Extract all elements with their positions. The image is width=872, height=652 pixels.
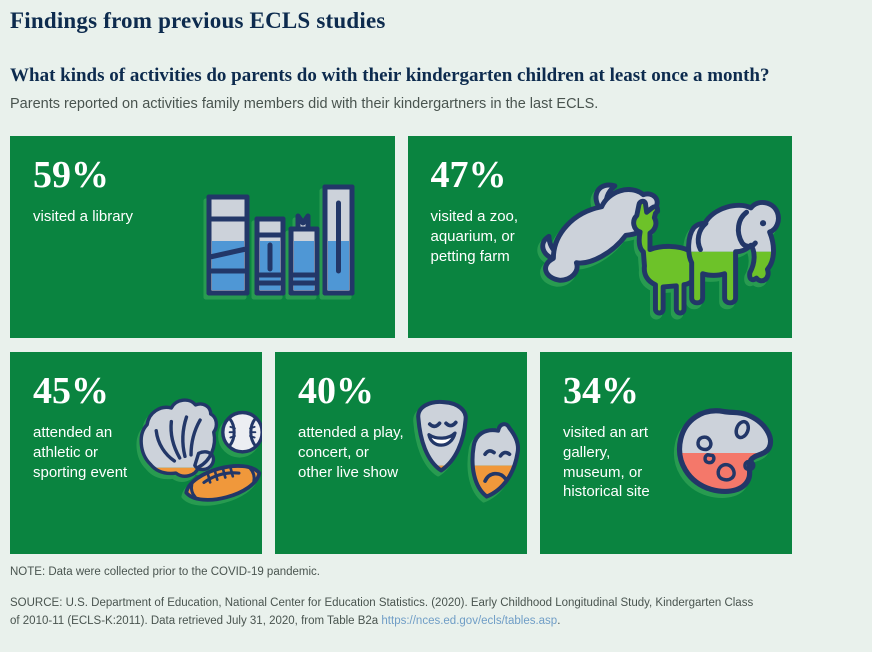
description-text: Parents reported on activities family me… [10, 96, 599, 112]
sports-equipment-icon [132, 352, 262, 554]
question-heading: What kinds of activities do parents do w… [10, 65, 770, 86]
stat-percent: 45% [33, 370, 109, 412]
stat-label: attended an athletic or sporting event [33, 424, 128, 481]
note-text: NOTE: Data were collected prior to the C… [10, 566, 320, 578]
theater-masks-icon [407, 352, 527, 554]
source-citation: SOURCE: U.S. Department of Education, Na… [10, 597, 754, 627]
stat-text-block: 59% visited a library [10, 136, 160, 338]
stat-card-sports: 45% attended an athletic or sporting eve… [10, 352, 262, 554]
stat-label: visited a library [33, 208, 134, 225]
library-books-icon [160, 136, 395, 338]
stat-percent: 40% [298, 370, 374, 412]
stat-card-library: 59% visited a library [10, 136, 395, 338]
source-suffix: . [557, 614, 561, 627]
stat-text-block: 40% attended a play, concert, or other l… [275, 352, 407, 554]
source-link[interactable]: https://nces.ed.gov/ecls/tables.asp [381, 614, 558, 627]
stat-label: visited an art gallery, museum, or histo… [563, 424, 650, 501]
infographic: Findings from previous ECLS studies What… [10, 8, 792, 631]
stat-percent: 34% [563, 370, 639, 412]
art-palette-icon [662, 352, 792, 554]
stat-label: attended a play, concert, or other live … [298, 424, 404, 481]
stat-percent: 47% [430, 154, 507, 196]
stat-text-block: 47% visited a zoo, aquarium, or petting … [408, 136, 520, 338]
stat-card-theater: 40% attended a play, concert, or other l… [275, 352, 527, 554]
stat-card-grid: 59% visited a library [10, 136, 792, 554]
page-title: Findings from previous ECLS studies [10, 8, 386, 33]
source-text: SOURCE: U.S. Department of Education, Na… [10, 595, 762, 631]
zoo-animals-icon [520, 136, 793, 338]
stat-card-zoo: 47% visited a zoo, aquarium, or petting … [407, 136, 793, 338]
stat-card-art: 34% visited an art gallery, museum, or h… [540, 352, 792, 554]
stat-percent: 59% [33, 154, 109, 196]
stat-text-block: 45% attended an athletic or sporting eve… [10, 352, 132, 554]
stat-text-block: 34% visited an art gallery, museum, or h… [540, 352, 662, 554]
stat-label: visited a zoo, aquarium, or petting farm [430, 208, 519, 265]
